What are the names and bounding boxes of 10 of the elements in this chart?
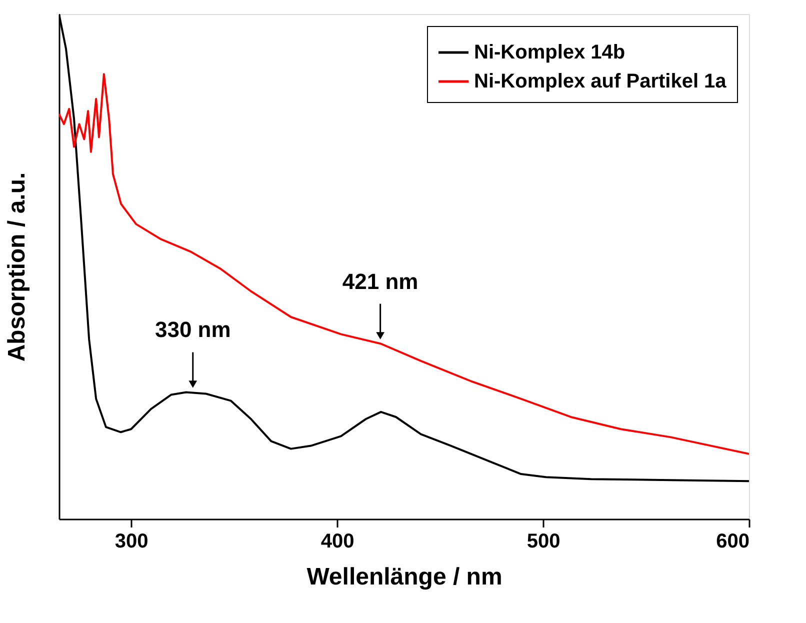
x-axis-title: Wellenlänge / nm — [306, 564, 502, 590]
x-tick-label: 400 — [320, 530, 354, 552]
y-axis-title: Absorption / a.u. — [4, 172, 30, 362]
x-tick-label: 500 — [526, 530, 560, 552]
x-tick-label: 600 — [716, 530, 750, 552]
annotation: 330 nm — [154, 317, 231, 342]
legend-label: Ni-Komplex auf Partikel 1a — [474, 70, 728, 92]
annotation: 421 nm — [342, 268, 418, 294]
legend-label: Ni-Komplex 14b — [474, 42, 626, 64]
x-tick-label: 300 — [114, 530, 148, 552]
